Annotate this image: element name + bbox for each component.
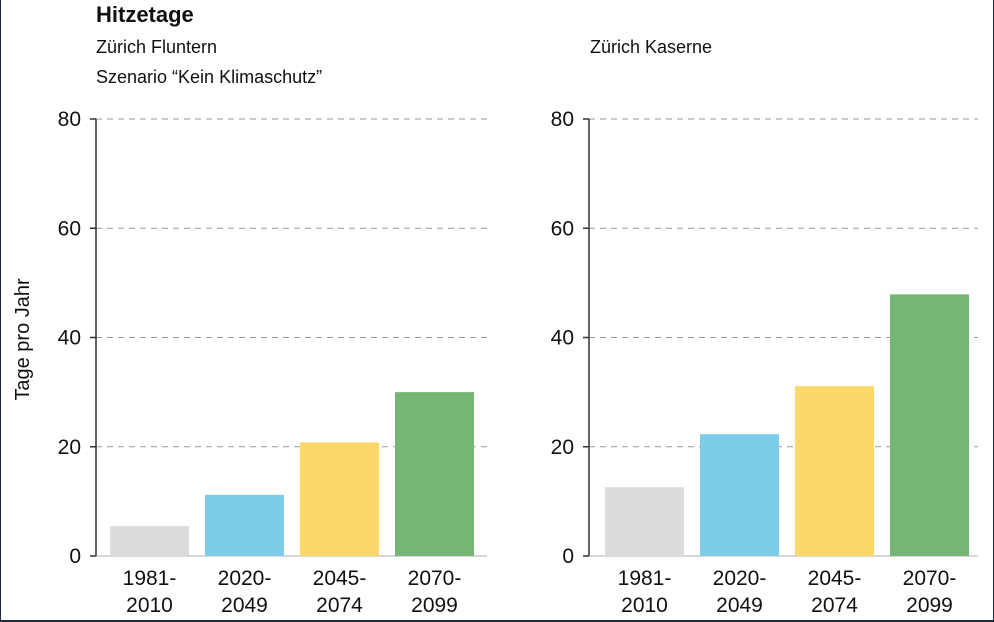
- right-x-tick-label: 1981-: [618, 567, 672, 590]
- left-x-tick-label: 2045-: [313, 567, 367, 590]
- right-bar-2045-2074: [795, 386, 874, 556]
- right-bar-1981-2010: [605, 487, 684, 556]
- right-x-tick-label: 2045-: [808, 567, 862, 590]
- left-y-tick-label: 40: [58, 327, 81, 350]
- left-bar-2045-2074: [300, 442, 379, 556]
- right-x-tick-label: 2020-: [713, 567, 767, 590]
- right-y-tick-label: 40: [551, 327, 574, 350]
- right-y-tick-label: 80: [551, 108, 574, 131]
- right-x-tick-label: 2070-: [903, 567, 957, 590]
- left-y-tick-label: 0: [69, 545, 81, 568]
- left-y-tick-label: 20: [58, 436, 81, 459]
- left-x-tick-label: 2074: [316, 594, 363, 617]
- left-y-tick-label: 80: [58, 108, 81, 131]
- right-x-tick-label: 2099: [906, 594, 953, 617]
- chart-title: Hitzetage: [96, 2, 194, 27]
- right-chart-subtitle: Zürich Kaserne: [590, 37, 713, 57]
- left-x-tick-label: 2010: [126, 594, 173, 617]
- left-x-tick-label: 2099: [411, 594, 458, 617]
- right-x-tick-label: 2074: [811, 594, 858, 617]
- left-x-tick-label: 1981-: [123, 567, 177, 590]
- right-y-tick-label: 0: [562, 545, 574, 568]
- right-y-tick-label: 20: [551, 436, 574, 459]
- scenario-label: Szenario “Kein Klimaschutz”: [96, 67, 323, 87]
- right-bar-2070-2099: [890, 294, 969, 556]
- left-x-tick-label: 2070-: [408, 567, 462, 590]
- left-bar-2020-2049: [205, 494, 284, 556]
- left-bar-1981-2010: [110, 525, 189, 556]
- right-bar-2020-2049: [700, 434, 779, 556]
- left-x-tick-label: 2049: [221, 594, 268, 617]
- left-y-tick-label: 60: [58, 217, 81, 240]
- right-x-tick-label: 2049: [716, 594, 763, 617]
- left-bar-2070-2099: [395, 392, 474, 556]
- right-y-tick-label: 60: [551, 217, 574, 240]
- left-chart-subtitle: Zürich Fluntern: [96, 37, 218, 57]
- right-x-tick-label: 2010: [621, 594, 668, 617]
- left-x-tick-label: 2020-: [218, 567, 272, 590]
- left-y-axis-label: Tage pro Jahr: [12, 278, 34, 401]
